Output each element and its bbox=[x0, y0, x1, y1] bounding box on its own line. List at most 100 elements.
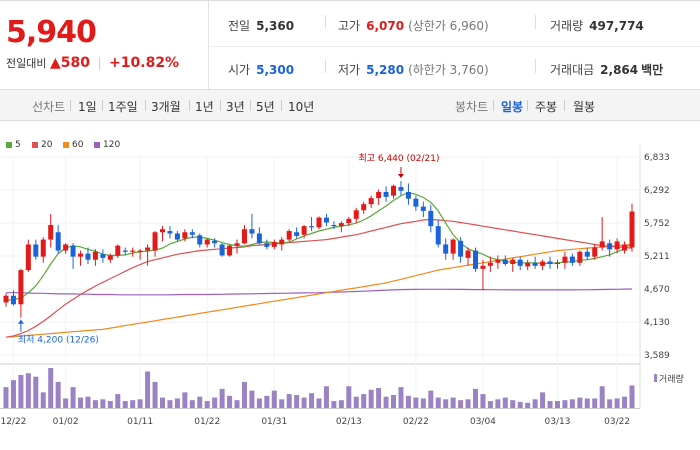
candle-body bbox=[63, 244, 69, 251]
candle-body bbox=[219, 244, 225, 256]
candle-body bbox=[107, 255, 113, 260]
tab-3y[interactable]: 3년 bbox=[226, 100, 245, 114]
candle-body bbox=[420, 206, 426, 211]
candle-body bbox=[234, 243, 240, 246]
candle-body bbox=[3, 295, 9, 303]
volume-bar bbox=[286, 394, 292, 408]
volume-bar bbox=[197, 396, 203, 408]
candle-body bbox=[331, 224, 337, 227]
volume-bar bbox=[294, 394, 300, 408]
volume-bar bbox=[405, 395, 411, 408]
volume-bar bbox=[391, 394, 397, 408]
volume-bar bbox=[517, 401, 523, 408]
volume-bar bbox=[167, 400, 173, 408]
volume-bar bbox=[309, 393, 315, 408]
candle-body bbox=[405, 191, 411, 199]
candle-body bbox=[614, 241, 620, 250]
volume-bar bbox=[331, 401, 337, 408]
volume-bar bbox=[629, 385, 635, 408]
candle-body bbox=[197, 235, 203, 245]
low-arrow-head bbox=[17, 319, 24, 324]
volume-bar bbox=[502, 397, 508, 408]
candle-body bbox=[607, 243, 613, 250]
volume-bar bbox=[25, 373, 31, 408]
candle-body bbox=[495, 259, 501, 263]
volume-bar bbox=[584, 398, 590, 408]
tab-1d[interactable]: 1일 bbox=[78, 100, 97, 114]
candle-body bbox=[279, 239, 285, 245]
info-divider bbox=[208, 46, 700, 47]
candle-body bbox=[249, 229, 255, 234]
candle-body bbox=[435, 226, 441, 245]
tab-3m[interactable]: 3개월 bbox=[151, 100, 181, 114]
volume-bar bbox=[435, 397, 441, 408]
candle-body bbox=[517, 259, 523, 266]
up-triangle-icon: ▲ bbox=[49, 55, 61, 71]
candle-body bbox=[443, 244, 449, 254]
legend-ma5: 5 bbox=[6, 140, 21, 150]
volume-bar bbox=[540, 392, 546, 408]
volume-bar bbox=[279, 399, 285, 408]
high-arrow-head bbox=[397, 173, 404, 178]
volume-bar bbox=[3, 387, 9, 408]
volume-bar bbox=[473, 388, 478, 408]
volume-bar bbox=[130, 400, 136, 408]
low-price: 저가 5,280 (하한가 3,760) bbox=[338, 63, 489, 77]
ma60-line bbox=[5, 243, 633, 338]
trade-amount: 거래대금 2,864 백만 bbox=[550, 63, 664, 77]
tab-1w[interactable]: 1주일 bbox=[108, 100, 138, 114]
x-tick-label: 01/31 bbox=[261, 417, 287, 427]
x-tick-label: 12/22 bbox=[0, 417, 26, 427]
y-tick-label: 5,752 bbox=[644, 219, 670, 229]
candle-body bbox=[55, 232, 61, 251]
volume-bar bbox=[70, 387, 76, 408]
volume-bar bbox=[234, 400, 240, 408]
volume-bar bbox=[525, 402, 531, 408]
candle-body bbox=[502, 259, 508, 264]
candle-body bbox=[525, 262, 531, 267]
volume-bar bbox=[368, 389, 374, 408]
candle-body bbox=[286, 231, 292, 240]
candle-body bbox=[85, 253, 91, 260]
candle-body bbox=[368, 198, 374, 205]
volume-bar bbox=[145, 371, 151, 408]
tab-5y[interactable]: 5년 bbox=[256, 100, 275, 114]
candle-body bbox=[376, 191, 382, 199]
volume: 거래량 497,774 bbox=[550, 19, 644, 33]
candle-body bbox=[70, 245, 76, 257]
volume-bar bbox=[18, 374, 24, 408]
quote-header: 5,940 전일대비 ▲580 | +10.82% 전일 5,360 고가 6,07… bbox=[0, 0, 700, 90]
candle-body bbox=[465, 250, 471, 258]
price-box: 5,940 전일대비 ▲580 | +10.82% bbox=[0, 1, 209, 89]
tab-1y[interactable]: 1년 bbox=[195, 100, 214, 114]
tab-10y[interactable]: 10년 bbox=[288, 100, 315, 114]
y-tick-label: 6,833 bbox=[644, 153, 670, 163]
tab-weekly[interactable]: 주봉 bbox=[535, 100, 558, 114]
volume-bar bbox=[569, 399, 575, 408]
volume-bar bbox=[264, 395, 270, 408]
y-tick-label: 3,589 bbox=[644, 351, 670, 361]
tab-daily[interactable]: 일봉 bbox=[501, 100, 524, 114]
current-price: 5,940 bbox=[6, 15, 97, 50]
candle-body bbox=[115, 245, 121, 256]
candle-body bbox=[473, 250, 478, 269]
volume-bar bbox=[122, 401, 128, 408]
volume-bar bbox=[78, 397, 84, 408]
candle-body bbox=[130, 250, 136, 252]
candle-body bbox=[145, 247, 151, 251]
volume-bar bbox=[55, 381, 61, 408]
candle-body bbox=[33, 244, 39, 257]
tab-monthly[interactable]: 월봉 bbox=[573, 100, 596, 114]
low-annotation: 최저 4,200 (12/26) bbox=[18, 335, 99, 346]
volume-bar bbox=[554, 401, 560, 408]
volume-bar bbox=[189, 400, 195, 408]
volume-bar bbox=[256, 398, 262, 408]
candle-body bbox=[301, 226, 307, 235]
candle-body bbox=[592, 247, 598, 257]
period-tabs: 선차트 1일 1주일 3개월 1년 3년 5년 10년 봉차트 일봉 주봉 월봉 bbox=[0, 90, 700, 121]
prev-close: 전일 5,360 bbox=[228, 19, 295, 33]
x-tick-label: 02/22 bbox=[403, 417, 429, 427]
volume-bar bbox=[137, 399, 143, 408]
candle-body bbox=[92, 251, 98, 260]
candle-body bbox=[428, 210, 434, 227]
